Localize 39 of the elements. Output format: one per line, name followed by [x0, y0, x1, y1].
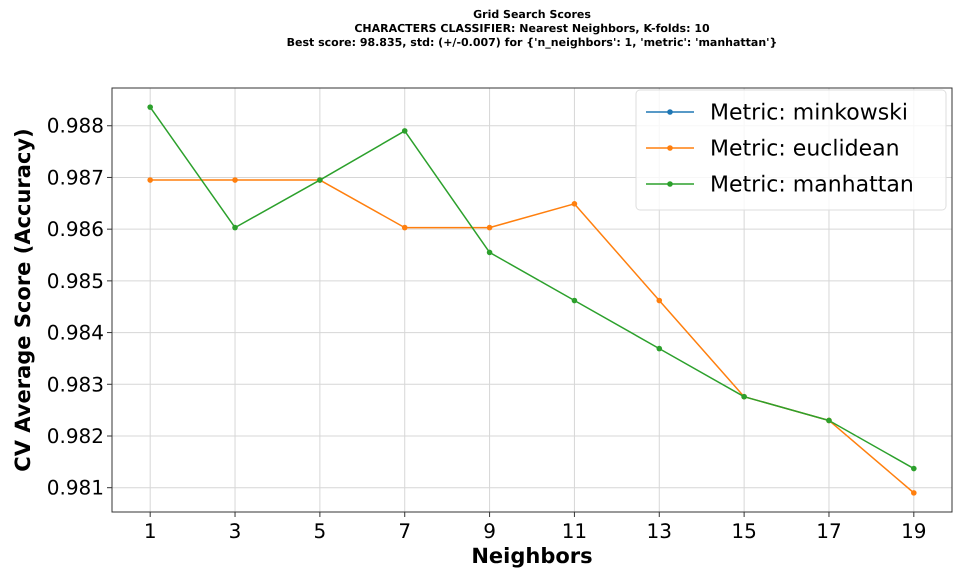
x-tick-label: 11	[562, 519, 588, 543]
x-tick-label: 5	[314, 519, 326, 543]
legend-label: Metric: manhattan	[710, 172, 914, 198]
legend-label: Metric: euclidean	[710, 136, 900, 162]
x-tick-label: 15	[731, 519, 757, 543]
chart-subtitle: CHARACTERS CLASSIFIER: Nearest Neighbors, K-folds: 10 Best score: 98.835, std: (+/-0.007) for {'n_neighbors': 1, 'metric': 'manhattan'}	[286, 22, 778, 49]
point	[572, 201, 578, 207]
y-tick-label: 0.985	[46, 268, 104, 293]
legend-label: Metric: minkowski	[710, 100, 908, 126]
x-tick-label: 1	[144, 519, 157, 543]
y-tick-label: 0.986	[46, 217, 104, 242]
point	[656, 346, 662, 352]
point	[572, 298, 578, 304]
x-tick-label: 19	[901, 519, 927, 543]
chart-title: Grid Search Scores	[473, 8, 592, 21]
y-tick-label: 0.982	[46, 424, 104, 448]
y-tick-label: 0.987	[46, 165, 104, 190]
point	[656, 298, 662, 304]
point	[232, 224, 238, 230]
point	[486, 224, 492, 230]
y-tick-label: 0.984	[46, 320, 104, 345]
x-tick-label: 7	[398, 519, 412, 543]
point	[911, 490, 917, 496]
point	[232, 177, 238, 183]
x-tick-label: 13	[646, 519, 672, 543]
y-axis-title: CV Average Score (Accuracy)	[11, 128, 35, 472]
y-tick-label: 0.983	[46, 372, 104, 396]
y-tick-label: 0.988	[46, 114, 104, 138]
point	[402, 128, 408, 134]
point	[911, 466, 917, 472]
point	[486, 250, 492, 256]
point	[147, 104, 153, 110]
y-tick-label: 0.981	[46, 476, 104, 500]
point	[402, 224, 408, 230]
point	[147, 177, 153, 183]
x-axis-title: Neighbors	[471, 544, 593, 568]
x-tick-label: 3	[228, 519, 242, 543]
x-tick-label: 17	[816, 519, 842, 543]
x-tick-label: 9	[483, 519, 496, 543]
